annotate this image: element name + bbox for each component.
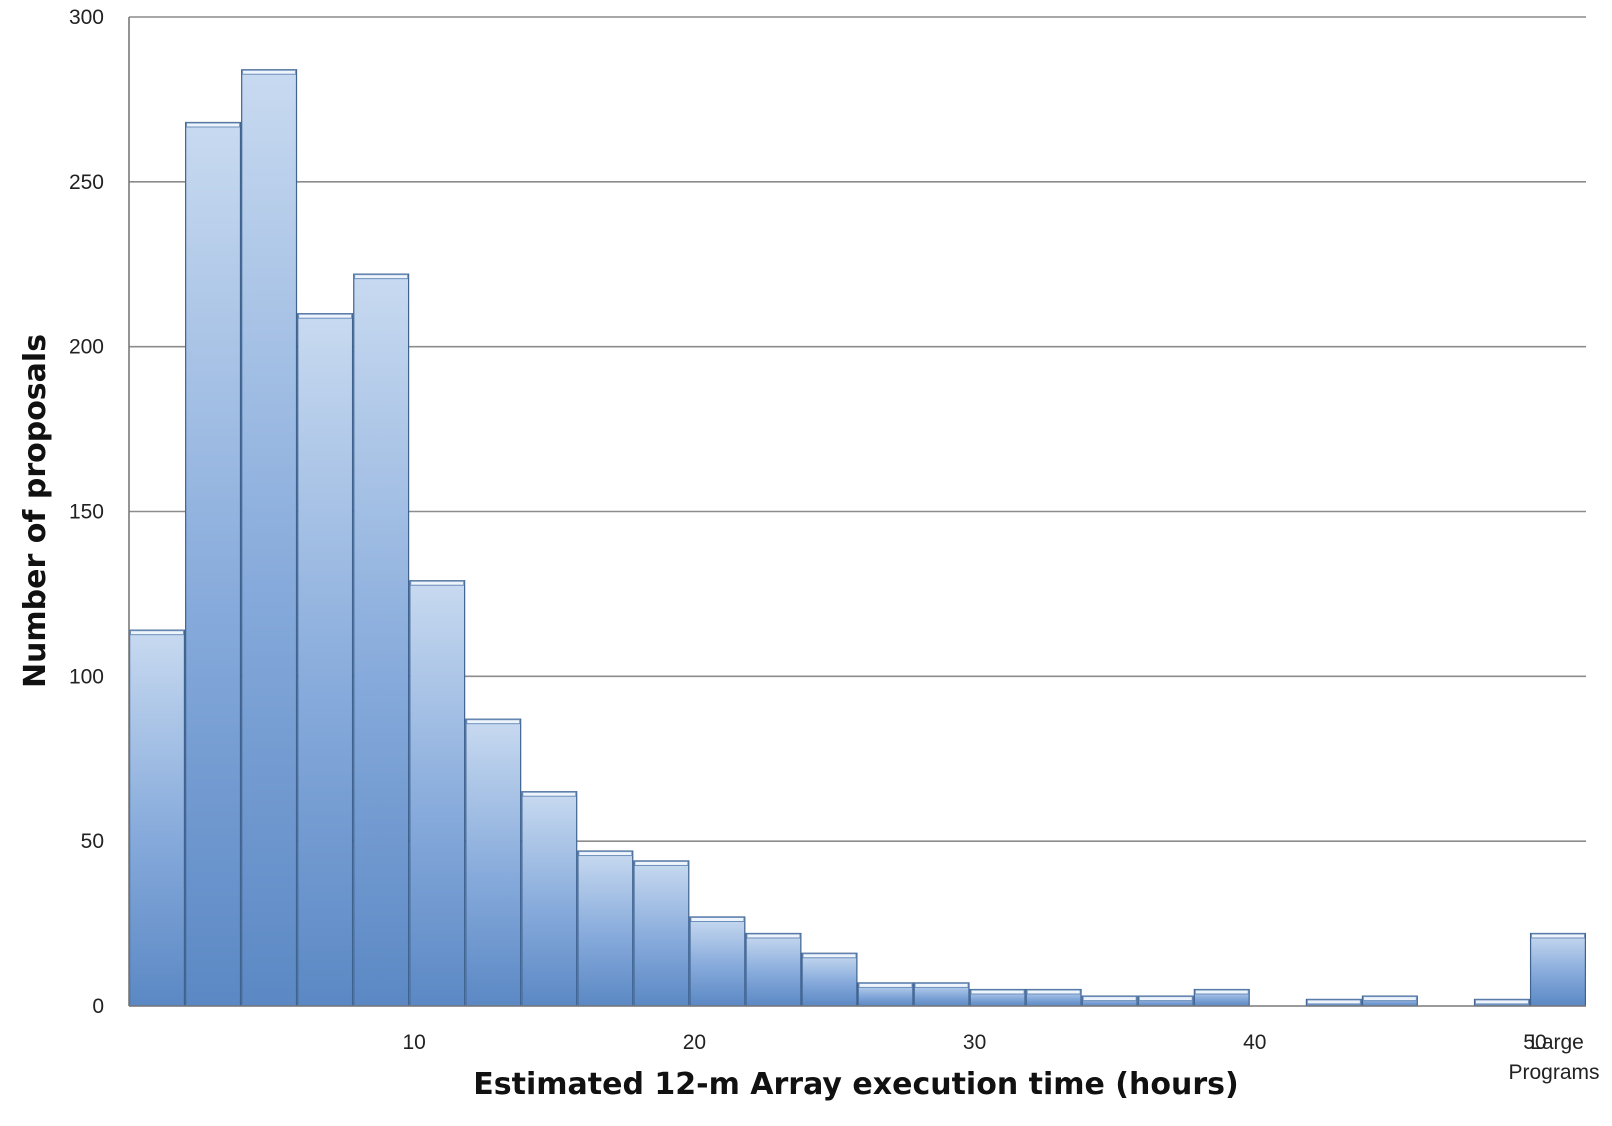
bar-6-8 <box>297 313 354 1007</box>
bar-20-22 <box>689 916 746 1007</box>
x-tick-label: 50 <box>1523 1031 1546 1054</box>
bar-30-32 <box>969 988 1026 1007</box>
x-tick-label: 30 <box>963 1031 986 1054</box>
y-tick-label: 100 <box>69 665 104 688</box>
bar-32-34 <box>1025 988 1082 1007</box>
bar-34-36 <box>1081 995 1138 1007</box>
x-tick-label: 10 <box>403 1031 426 1054</box>
bar-26-28 <box>857 982 914 1007</box>
x-axis-title: Estimated 12-m Array execution time (hou… <box>473 1067 1238 1102</box>
x-tick-label: 20 <box>683 1031 706 1054</box>
y-tick-label: 0 <box>92 995 104 1018</box>
extra-category-label-line2: Programs <box>1508 1061 1599 1084</box>
bar-10-12 <box>409 580 466 1007</box>
bar-4-6 <box>241 69 298 1007</box>
bar-0-2 <box>129 629 186 1007</box>
bar-18-20 <box>633 860 690 1007</box>
bars <box>129 69 1586 1007</box>
bar-38-40 <box>1193 988 1250 1007</box>
y-tick-label: 250 <box>69 171 104 194</box>
y-tick-label: 50 <box>81 830 104 853</box>
bar-48-50 <box>1473 998 1530 1007</box>
bar-42-44 <box>1305 998 1362 1007</box>
bar-16-18 <box>577 850 634 1007</box>
bar-44-46 <box>1361 995 1418 1007</box>
y-tick-labels: 0 50 100 150 200 250 300 <box>69 6 104 1018</box>
bar-28-30 <box>913 982 970 1007</box>
bar-22-24 <box>745 932 802 1007</box>
bar-24-26 <box>801 952 858 1007</box>
bar-2-4 <box>185 121 242 1007</box>
bar-12-14 <box>465 718 522 1007</box>
x-tick-label: 40 <box>1243 1031 1266 1054</box>
bar-8-10 <box>353 273 410 1007</box>
y-tick-label: 300 <box>69 6 104 29</box>
y-axis-title: Number of proposals <box>18 334 53 688</box>
extra-category-label-line1: Large <box>1530 1031 1584 1054</box>
x-tick-labels: 10 20 30 40 50 <box>403 1031 1547 1054</box>
bar-large-programs <box>1529 932 1586 1007</box>
y-tick-label: 200 <box>69 336 104 359</box>
bar-36-38 <box>1137 995 1194 1007</box>
y-tick-label: 150 <box>69 501 104 524</box>
bar-14-16 <box>521 791 578 1007</box>
